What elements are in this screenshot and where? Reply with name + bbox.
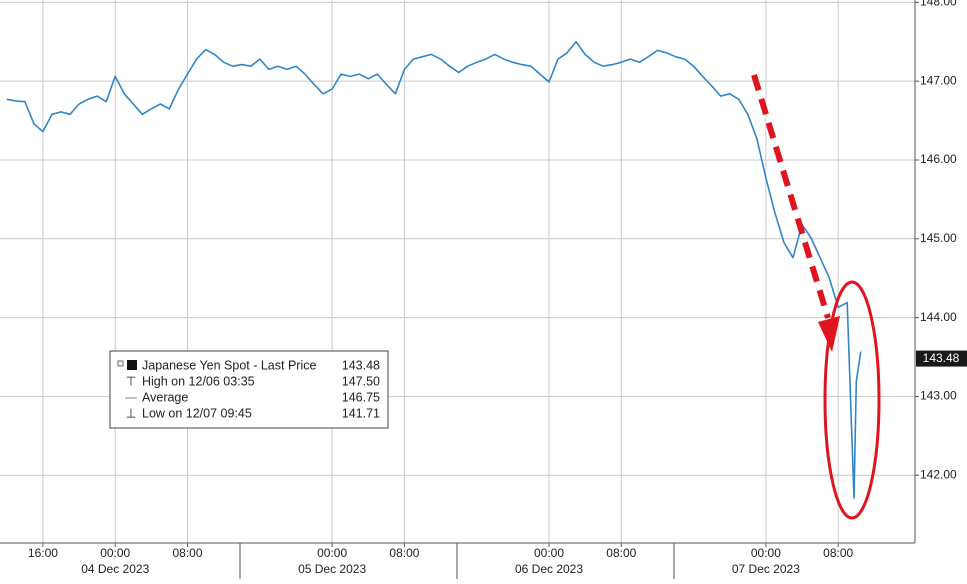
date-label: 05 Dec 2023 xyxy=(298,562,366,576)
date-label: 04 Dec 2023 xyxy=(81,562,149,576)
y-tick-label: 143.00 xyxy=(920,389,957,403)
legend-box xyxy=(109,350,389,429)
legend-value: 143.48 xyxy=(342,358,380,372)
x-tick-label: 08:00 xyxy=(823,546,853,560)
date-label: 07 Dec 2023 xyxy=(732,562,800,576)
legend-label: Low on 12/07 09:45 xyxy=(142,406,252,420)
y-tick-label: 142.00 xyxy=(920,467,957,481)
legend-label: Japanese Yen Spot - Last Price xyxy=(142,358,316,372)
legend: Japanese Yen Spot - Last Price 143.48 ⊤ … xyxy=(109,350,389,429)
legend-label: Average xyxy=(142,390,188,404)
x-tick-label: 08:00 xyxy=(173,546,203,560)
x-tick-label: 08:00 xyxy=(606,546,636,560)
date-label: 06 Dec 2023 xyxy=(515,562,583,576)
x-tick-label: 00:00 xyxy=(100,546,130,560)
x-tick-label: 00:00 xyxy=(751,546,781,560)
legend-value: 141.71 xyxy=(342,406,380,420)
legend-icon: ⊤ xyxy=(126,374,137,388)
y-tick-label: 146.00 xyxy=(920,152,957,166)
trend-arrow xyxy=(751,74,831,319)
x-tick-label: 00:00 xyxy=(317,546,347,560)
y-tick-label: 148.00 xyxy=(920,0,957,9)
legend-label: High on 12/06 03:35 xyxy=(142,374,255,388)
legend-value: 147.50 xyxy=(342,374,380,388)
y-tick-label: 145.00 xyxy=(920,231,957,245)
x-tick-label: 08:00 xyxy=(389,546,419,560)
y-tick-label: 147.00 xyxy=(920,73,957,87)
legend-icon: ⊥ xyxy=(126,406,137,420)
highlight-ellipse xyxy=(823,280,881,520)
legend-toggle[interactable] xyxy=(117,360,124,367)
price-line xyxy=(6,41,862,499)
last-price-tag xyxy=(916,350,967,367)
x-tick-label: 16:00 xyxy=(28,546,58,560)
x-tick-label: 00:00 xyxy=(534,546,564,560)
y-tick-label: 144.00 xyxy=(920,310,957,324)
legend-swatch xyxy=(127,360,137,370)
legend-value: 146.75 xyxy=(342,390,380,404)
last-price-label: 143.48 xyxy=(923,351,960,365)
